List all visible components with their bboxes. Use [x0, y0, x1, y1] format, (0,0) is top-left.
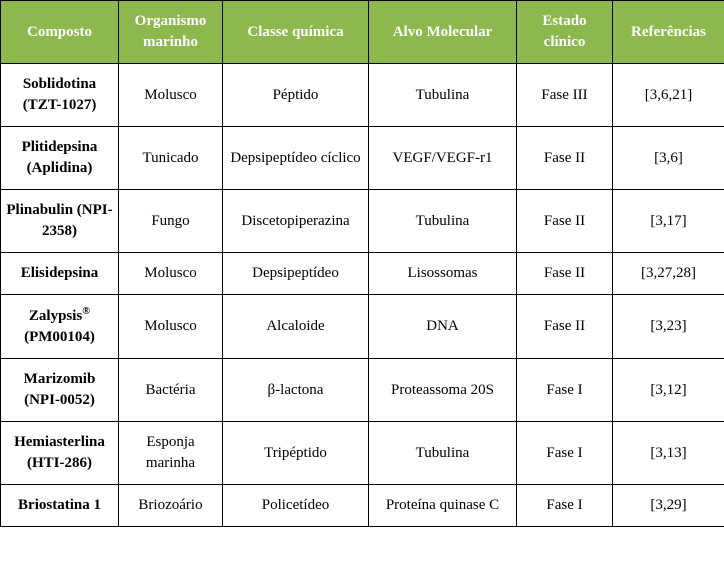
table-row: Elisidepsina Molusco Depsipeptídeo Lisos…	[1, 253, 724, 295]
cell-class: Policetídeo	[223, 485, 369, 527]
cell-state: Fase II	[517, 190, 613, 253]
col-organism: Organismo marinho	[119, 1, 223, 64]
table-row: Hemiasterlina (HTI-286) Esponja marinha …	[1, 422, 724, 485]
cell-state: Fase III	[517, 64, 613, 127]
table-row: Plitidepsina (Aplidina) Tunicado Depsipe…	[1, 127, 724, 190]
table-header-row: Composto Organismo marinho Classe químic…	[1, 1, 724, 64]
cell-organism: Molusco	[119, 295, 223, 359]
cell-refs: [3,23]	[613, 295, 724, 359]
table-body: Soblidotina (TZT-1027) Molusco Péptido T…	[1, 64, 724, 527]
cell-compound: Zalypsis® (PM00104)	[1, 295, 119, 359]
cell-class: Depsipeptídeo cíclico	[223, 127, 369, 190]
cell-refs: [3,12]	[613, 359, 724, 422]
cell-refs: [3,6,21]	[613, 64, 724, 127]
cell-class: β-lactona	[223, 359, 369, 422]
cell-organism: Tunicado	[119, 127, 223, 190]
cell-state: Fase I	[517, 359, 613, 422]
col-target: Alvo Molecular	[369, 1, 517, 64]
table-row: Soblidotina (TZT-1027) Molusco Péptido T…	[1, 64, 724, 127]
cell-class: Alcaloide	[223, 295, 369, 359]
cell-organism: Molusco	[119, 253, 223, 295]
cell-compound: Plinabulin (NPI-2358)	[1, 190, 119, 253]
cell-refs: [3,29]	[613, 485, 724, 527]
cell-refs: [3,17]	[613, 190, 724, 253]
cell-refs: [3,6]	[613, 127, 724, 190]
cell-organism: Bactéria	[119, 359, 223, 422]
registered-icon: ®	[82, 306, 90, 317]
compound-extra: (PM00104)	[24, 329, 95, 345]
cell-target: VEGF/VEGF-r1	[369, 127, 517, 190]
col-compound: Composto	[1, 1, 119, 64]
cell-organism: Molusco	[119, 64, 223, 127]
cell-organism: Esponja marinha	[119, 422, 223, 485]
cell-target: Tubulina	[369, 190, 517, 253]
cell-target: Tubulina	[369, 422, 517, 485]
cell-state: Fase I	[517, 485, 613, 527]
cell-target: DNA	[369, 295, 517, 359]
cell-compound: Marizomib (NPI-0052)	[1, 359, 119, 422]
cell-compound: Soblidotina (TZT-1027)	[1, 64, 119, 127]
col-refs: Referências	[613, 1, 724, 64]
cell-compound: Hemiasterlina (HTI-286)	[1, 422, 119, 485]
cell-state: Fase II	[517, 295, 613, 359]
cell-class: Depsipeptídeo	[223, 253, 369, 295]
cell-class: Tripéptido	[223, 422, 369, 485]
cell-refs: [3,13]	[613, 422, 724, 485]
compounds-table: Composto Organismo marinho Classe químic…	[0, 0, 724, 527]
cell-compound: Elisidepsina	[1, 253, 119, 295]
col-class: Classe química	[223, 1, 369, 64]
cell-refs: [3,27,28]	[613, 253, 724, 295]
table-row: Plinabulin (NPI-2358) Fungo Discetopiper…	[1, 190, 724, 253]
cell-target: Proteassoma 20S	[369, 359, 517, 422]
cell-class: Discetopiperazina	[223, 190, 369, 253]
cell-state: Fase II	[517, 127, 613, 190]
cell-state: Fase II	[517, 253, 613, 295]
cell-target: Tubulina	[369, 64, 517, 127]
cell-state: Fase I	[517, 422, 613, 485]
cell-class: Péptido	[223, 64, 369, 127]
cell-organism: Briozoário	[119, 485, 223, 527]
cell-target: Proteína quinase C	[369, 485, 517, 527]
table-row: Briostatina 1 Briozoário Policetídeo Pro…	[1, 485, 724, 527]
col-state: Estado clínico	[517, 1, 613, 64]
table-row: Zalypsis® (PM00104) Molusco Alcaloide DN…	[1, 295, 724, 359]
cell-target: Lisossomas	[369, 253, 517, 295]
compound-name: Zalypsis	[29, 308, 82, 324]
table-row: Marizomib (NPI-0052) Bactéria β-lactona …	[1, 359, 724, 422]
cell-compound: Plitidepsina (Aplidina)	[1, 127, 119, 190]
cell-organism: Fungo	[119, 190, 223, 253]
cell-compound: Briostatina 1	[1, 485, 119, 527]
